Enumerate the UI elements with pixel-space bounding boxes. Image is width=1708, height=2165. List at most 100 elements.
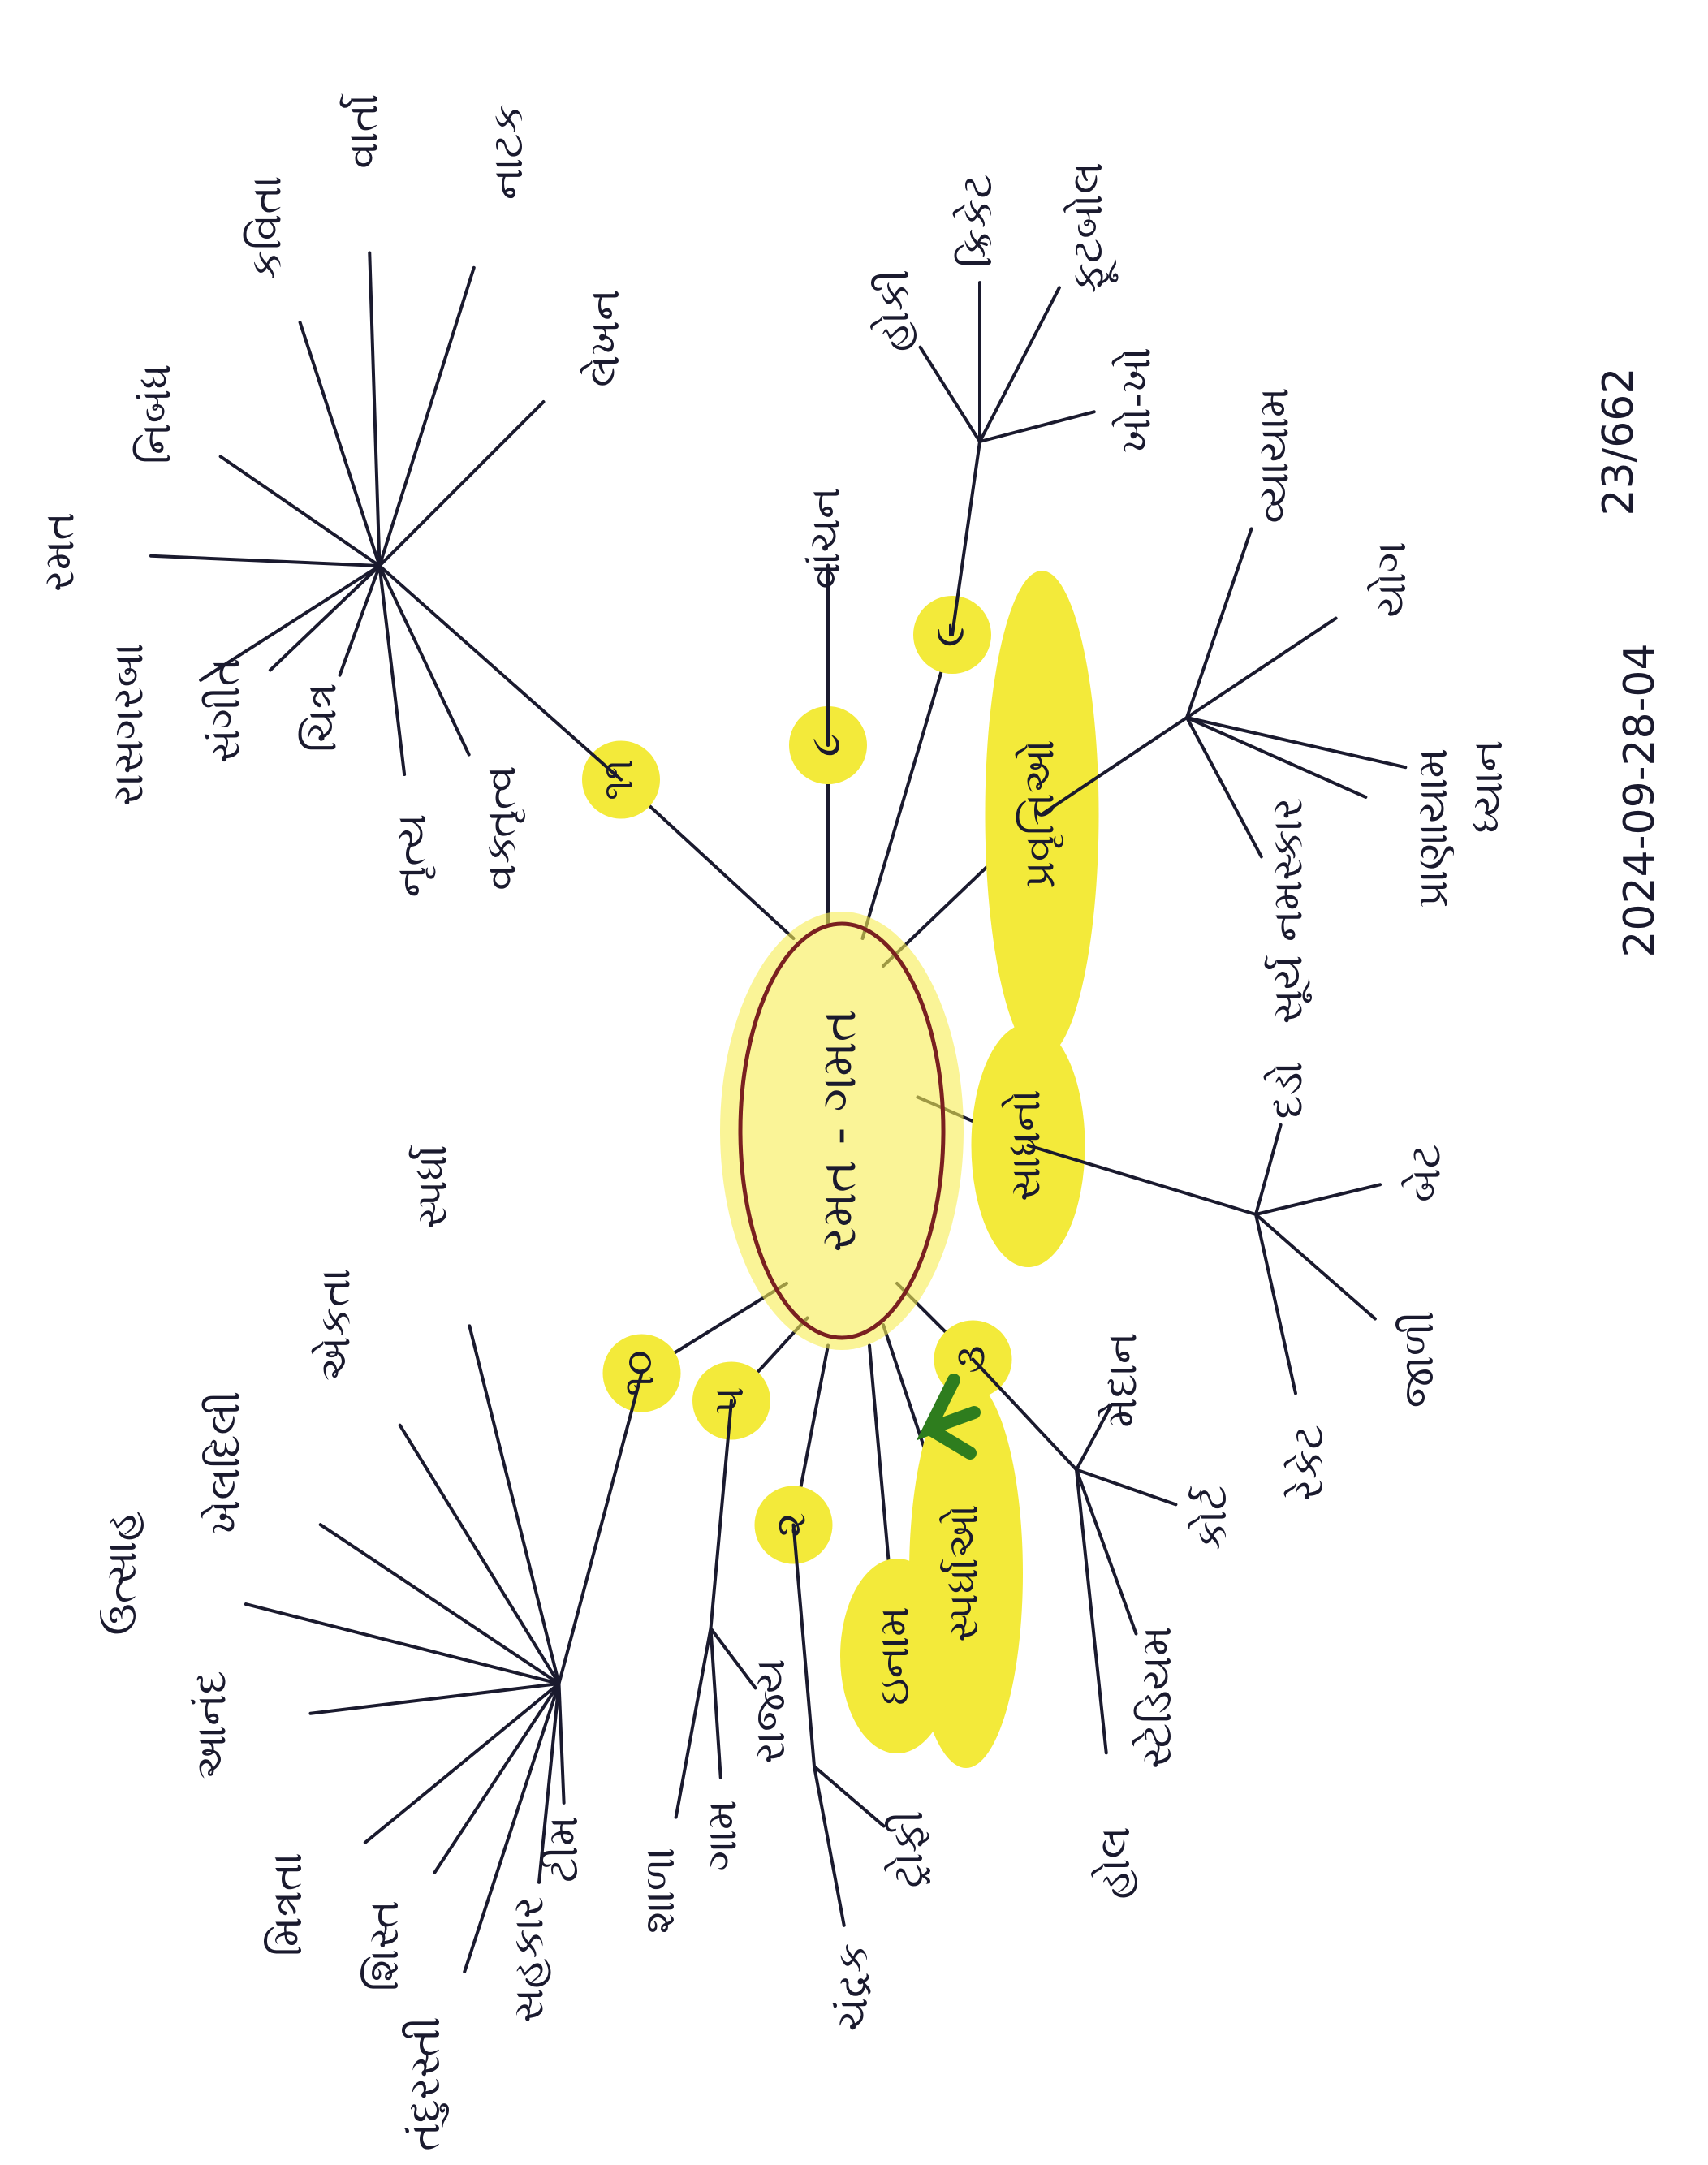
leaf-line <box>268 564 382 672</box>
leaf-label: ગામ <box>698 1800 747 1870</box>
branch-label: ૩ <box>947 1345 995 1374</box>
leaf-label: એકતા <box>312 1269 360 1382</box>
branch-label: ૧૧ <box>594 759 643 800</box>
leaf-line <box>1254 1213 1377 1321</box>
leaf-line <box>377 265 476 567</box>
leaf-label: શિસ્ત <box>360 1900 408 1991</box>
leaf-label: સ્ટેડિયમ <box>1132 1626 1181 1769</box>
leaf-label: નિબંધ <box>132 364 181 464</box>
leaf-label: સૂર્ય નમસ્કાર <box>1264 798 1313 1024</box>
leaf-label: રાજ્ય <box>746 1658 795 1763</box>
leaf-label: હોકી <box>870 270 919 352</box>
leaf-line <box>363 1682 561 1844</box>
leaf-line <box>298 321 382 567</box>
leaf-label: હોલ <box>1091 1826 1140 1899</box>
leaf-line <box>468 1324 561 1685</box>
branch-line <box>971 1357 1078 1472</box>
branch-label: ઇનામ <box>870 1606 919 1706</box>
leaf-label: પ્રાણાયામ <box>1408 748 1457 908</box>
leaf-line <box>918 345 981 443</box>
center-highlight <box>720 912 964 1350</box>
branch-line <box>619 778 796 940</box>
leaf-label: મિત્રતા <box>263 1852 312 1956</box>
branch-label: સ્પર્ધાઓ <box>939 1504 988 1642</box>
leaf-label: જાળી <box>1395 1311 1443 1408</box>
leaf-line <box>978 286 1061 443</box>
leaf-label: ફૂટબોલ <box>1063 162 1119 293</box>
leaf-label: આનંદ <box>188 1671 236 1779</box>
leaf-line <box>1185 616 1338 719</box>
leaf-line <box>1185 716 1408 770</box>
leaf-label: ક્રિકેટ <box>952 174 1002 267</box>
leaf-line <box>1185 527 1253 719</box>
reference: 23/662 <box>1594 368 1643 516</box>
leaf-line <box>318 1523 561 1685</box>
leaf-label: ખો-ખો <box>1112 347 1161 453</box>
leaf-label: ટ્રોફી <box>884 1810 933 1887</box>
leaf-line <box>978 410 1096 443</box>
leaf-label: નૃત્ય <box>387 813 436 897</box>
leaf-line <box>709 1627 757 1690</box>
date: 2024-09-28-04 <box>1615 643 1664 957</box>
leaf-label: કવિતા <box>243 175 291 279</box>
branch-line <box>860 633 954 940</box>
branch-line <box>951 440 981 636</box>
branch-line <box>377 564 623 782</box>
leaf-label: સહકાર <box>505 1896 554 2022</box>
leaf-line <box>377 564 471 757</box>
leaf-label: સ્પર્ધા <box>408 1145 457 1228</box>
branch-label: સાધનો <box>1002 1089 1050 1201</box>
leaf-label: લેખન <box>580 289 629 387</box>
leaf-line <box>1075 1468 1108 1755</box>
leaf-label: વ્યાયામ <box>1250 387 1299 523</box>
leaf-label: તંદુરસ્તી <box>401 2016 450 2151</box>
leaf-label: રાસગરબા <box>105 643 153 806</box>
branch-line <box>1026 1144 1257 1216</box>
leaf-label: દડો <box>1264 1062 1313 1119</box>
leaf-line <box>433 1682 561 1874</box>
branch-line <box>709 1399 733 1630</box>
leaf-label: વાંચન <box>801 487 850 589</box>
leaf-label: ધ્યાન <box>1464 740 1512 834</box>
green-arrow <box>916 1374 981 1460</box>
leaf-line <box>674 1627 713 1819</box>
branch-label: પ્રવૃત્તિઓ <box>1016 740 1064 889</box>
leaf-line <box>368 251 382 567</box>
leaf-line <box>709 1627 722 1779</box>
branch-label: ૧૦ <box>615 1350 664 1396</box>
leaf-label: નાટક <box>484 104 533 200</box>
branch-highlight <box>840 1559 954 1753</box>
leaf-line <box>1075 1468 1138 1636</box>
leaf-label: ટીમ <box>539 1816 588 1883</box>
branch-label: ૨ <box>767 1512 816 1537</box>
leaf-line <box>463 1682 561 1973</box>
leaf-line <box>308 1682 561 1715</box>
leaf-label: મેદાન <box>1098 1332 1147 1427</box>
leaf-line <box>537 1682 561 1884</box>
leaf-line <box>338 564 382 677</box>
branch-label: ૫ <box>705 1387 753 1414</box>
leaf-label: સંગીત <box>201 658 250 763</box>
leaf-label: વક્તૃત્વ <box>477 766 526 891</box>
leaf-line <box>813 1765 886 1828</box>
leaf-line <box>1254 1183 1382 1216</box>
leaf-line <box>1254 1213 1297 1395</box>
leaf-label: બેટ <box>1401 1144 1451 1202</box>
leaf-label: ચિત્ર <box>298 683 347 752</box>
leaf-label: યોગ <box>1367 541 1416 618</box>
leaf-label: ખેલદિલી <box>201 1391 250 1534</box>
leaf-label: વાર્તા <box>339 93 388 168</box>
leaf-line <box>1185 716 1368 799</box>
leaf-line <box>218 455 382 567</box>
leaf-label: કોર્ટ <box>1188 1486 1236 1550</box>
center-label: રમત - ગમત <box>811 1010 868 1253</box>
leaf-line <box>1075 1468 1178 1507</box>
branch-line <box>1040 716 1188 816</box>
leaf-line <box>813 1765 846 1927</box>
leaf-line <box>398 1423 561 1685</box>
leaf-line <box>1254 1123 1283 1216</box>
leaf-label: રેકેટ <box>1283 1425 1333 1501</box>
leaf-line <box>377 564 407 777</box>
leaf-line <box>244 1602 561 1685</box>
